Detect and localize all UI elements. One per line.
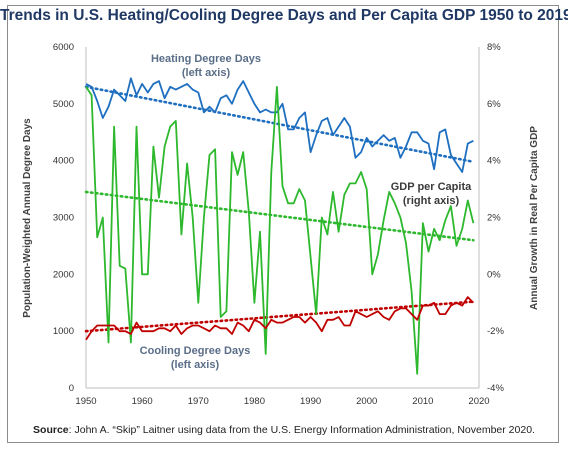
- x-tick-label: 2010: [412, 396, 433, 407]
- y-left-axis-title: Population-Weighted Annual Degree Days: [22, 118, 33, 318]
- source-note: Source: John A. “Skip” Laitner using dat…: [0, 424, 568, 436]
- y-right-tick-label: 0%: [487, 269, 501, 280]
- series-labels: Heating Degree Days (left axis) GDP per Ca…: [140, 53, 472, 371]
- y-right-tick-label: 4%: [487, 156, 501, 167]
- y-right-axis-title: Annual Growth in Real Per Capita GDP: [529, 126, 540, 310]
- cooling-series-line: [85, 296, 475, 341]
- heating-series-label: Heating Degree Days: [151, 53, 261, 65]
- source-label: Source: [33, 424, 69, 436]
- x-tick-label: 1970: [188, 396, 209, 407]
- y-right-tick-label: -2%: [487, 326, 504, 337]
- gdp-series-label: GDP per Capita: [391, 181, 472, 193]
- y-right-tick-label: 2%: [487, 213, 501, 224]
- heating-series-line: [85, 77, 474, 173]
- heating-series-label: (left axis): [182, 67, 231, 79]
- series-lines: [85, 77, 475, 375]
- tick-labels: 1950 1960 1970 1980 1990 2000 2010 2020 0 1000 200…: [53, 42, 505, 407]
- y-left-tick-label: 5000: [53, 99, 74, 110]
- cooling-series-label: (left axis): [171, 359, 220, 371]
- cooling-trend-line: [84, 300, 475, 333]
- source-text: : John A. “Skip” Laitner using data from…: [68, 424, 535, 436]
- y-left-tick-label: 4000: [53, 156, 74, 167]
- x-tick-label: 1990: [300, 396, 321, 407]
- gdp-series-label: (right axis): [403, 195, 460, 207]
- y-right-tick-label: 8%: [487, 42, 501, 53]
- x-tick-label: 1960: [132, 396, 153, 407]
- y-left-tick-label: 0: [69, 383, 74, 394]
- cooling-series-label: Cooling Degree Days: [140, 345, 251, 357]
- chart-title: Trends in U.S. Heating/Cooling Degree Da…: [0, 7, 568, 24]
- y-left-tick-label: 6000: [53, 42, 74, 53]
- x-tick-label: 1980: [244, 396, 265, 407]
- y-left-tick-label: 2000: [53, 269, 74, 280]
- gdp-series-line: [85, 85, 475, 375]
- x-tick-label: 1950: [75, 396, 96, 407]
- chart-frame: [7, 5, 559, 443]
- y-left-tick-label: 3000: [53, 213, 74, 224]
- x-tick-label: 2000: [356, 396, 377, 407]
- y-right-tick-label: -4%: [487, 383, 504, 394]
- y-right-tick-label: 6%: [487, 99, 501, 110]
- y-left-tick-label: 1000: [53, 326, 74, 337]
- x-tick-label: 2020: [468, 396, 489, 407]
